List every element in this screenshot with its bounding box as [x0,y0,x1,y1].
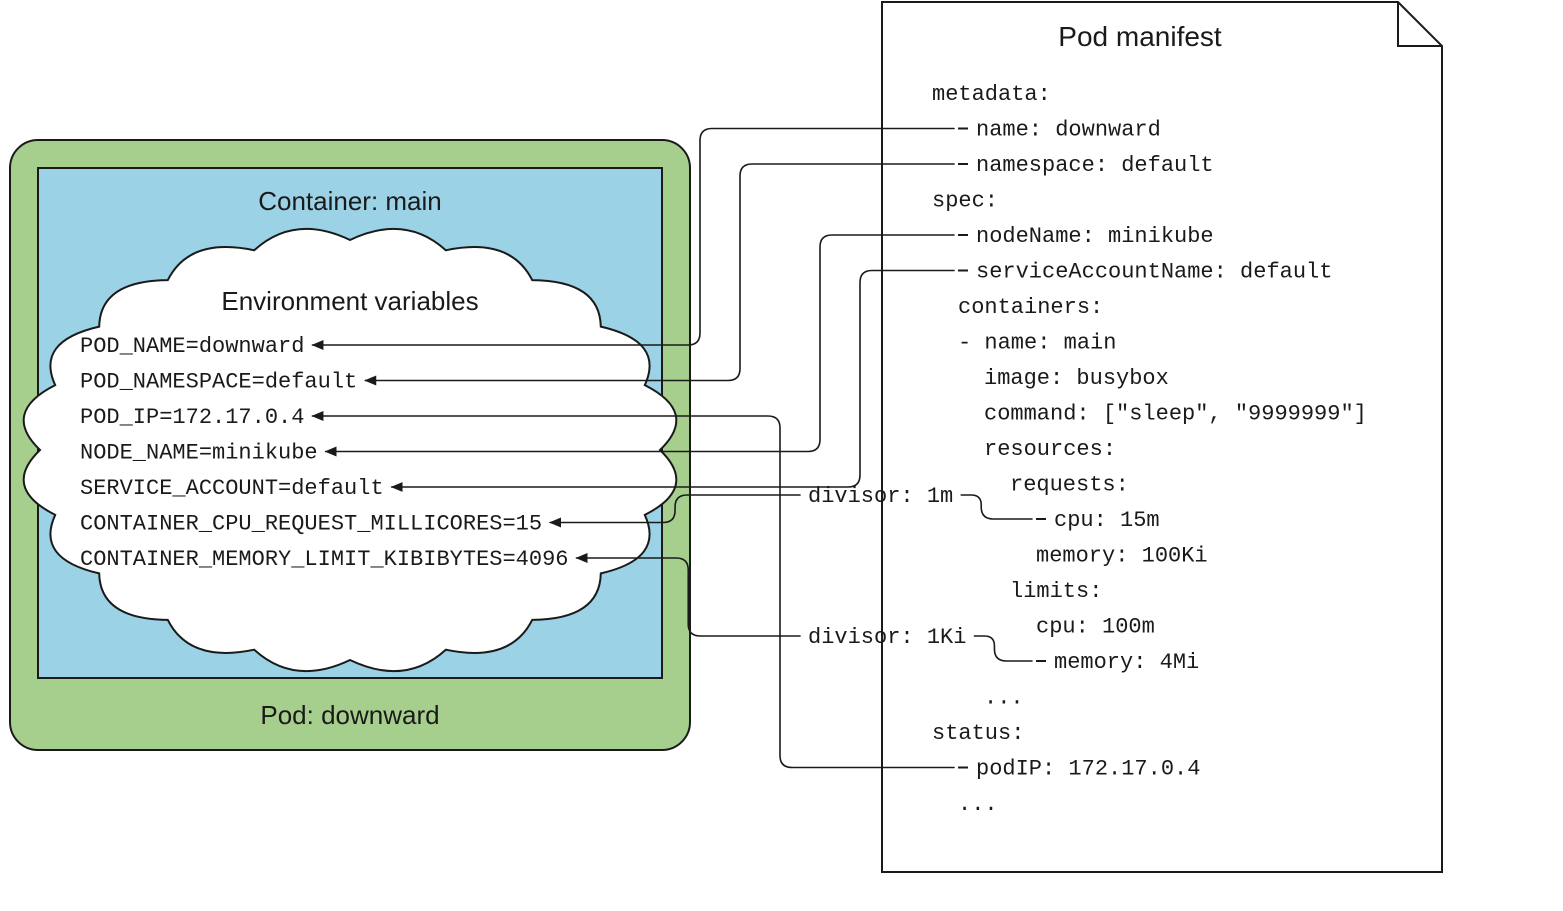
manifest-line: limits: [1010,579,1102,604]
manifest-line: namespace: default [976,153,1214,178]
manifest-line: - name: main [958,331,1116,356]
manifest-line: cpu: 100m [1036,615,1155,640]
manifest-line: cpu: 15m [1054,508,1160,533]
env-cloud-label: Environment variables [221,286,478,316]
manifest-line: requests: [1010,473,1129,498]
env-var: POD_NAMESPACE=default [80,370,357,395]
env-var: SERVICE_ACCOUNT=default [80,476,384,501]
manifest-line: containers: [958,295,1103,320]
env-var: POD_IP=172.17.0.4 [80,405,304,430]
manifest-line: serviceAccountName: default [976,260,1332,285]
manifest-line: podIP: 172.17.0.4 [976,757,1200,782]
manifest-line: ... [958,792,998,817]
env-var: CONTAINER_MEMORY_LIMIT_KIBIBYTES=4096 [80,547,568,572]
manifest-line: command: ["sleep", "9999999"] [984,402,1367,427]
manifest-line: nodeName: minikube [976,224,1214,249]
manifest-title: Pod manifest [1058,21,1222,52]
manifest-line: memory: 100Ki [1036,544,1208,569]
container-label: Container: main [258,186,442,216]
env-var: CONTAINER_CPU_REQUEST_MILLICORES=15 [80,512,542,537]
manifest-line: name: downward [976,118,1161,143]
pod-label: Pod: downward [260,700,439,730]
manifest-line: spec: [932,189,998,214]
env-var: POD_NAME=downward [80,334,304,359]
manifest-line: image: busybox [984,366,1169,391]
divisor-label: divisor: 1Ki [808,625,966,650]
manifest-line: ... [984,686,1024,711]
manifest-line: metadata: [932,82,1051,107]
manifest-line: status: [932,721,1024,746]
env-var: NODE_NAME=minikube [80,441,318,466]
manifest-line: memory: 4Mi [1054,650,1199,675]
manifest-line: resources: [984,437,1116,462]
